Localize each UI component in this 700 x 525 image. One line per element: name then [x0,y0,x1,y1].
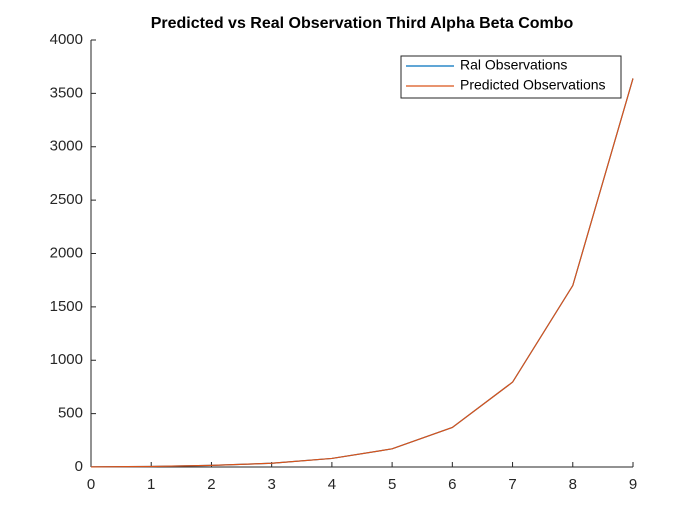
y-tick-label: 2000 [50,244,83,261]
x-tick-label: 6 [448,476,456,493]
x-tick-label: 1 [147,476,155,493]
x-tick-label: 9 [629,476,637,493]
x-tick-label: 3 [267,476,275,493]
x-tick-label: 2 [207,476,215,493]
x-tick-label: 8 [569,476,577,493]
y-tick-label: 0 [75,458,83,475]
series-line [90,78,634,468]
y-tick-label: 4000 [50,31,83,48]
x-tick-label: 0 [87,476,95,493]
legend-label: Ral Observations [460,57,567,73]
legend-label: Predicted Observations [460,77,606,93]
legend-box [400,55,622,99]
y-tick-label: 3500 [50,84,83,101]
x-tick-label: 4 [328,476,336,493]
chart-title: Predicted vs Real Observation Third Alph… [151,15,574,32]
x-tick-label: 5 [388,476,396,493]
y-tick-label: 500 [58,405,83,422]
y-tick-label: 2500 [50,191,83,208]
y-tick-label: 1000 [50,351,83,368]
y-tick-label: 1500 [50,298,83,315]
y-tick-label: 3000 [50,138,83,155]
x-tick-label: 7 [508,476,516,493]
